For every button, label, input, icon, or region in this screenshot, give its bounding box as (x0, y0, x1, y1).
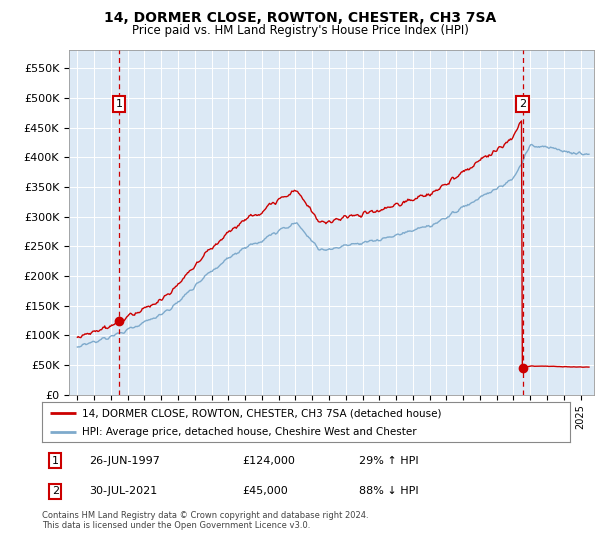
Text: Price paid vs. HM Land Registry's House Price Index (HPI): Price paid vs. HM Land Registry's House … (131, 24, 469, 36)
Text: 2: 2 (52, 486, 59, 496)
Text: £45,000: £45,000 (242, 486, 289, 496)
Text: 29% ↑ HPI: 29% ↑ HPI (359, 456, 418, 466)
Text: 2: 2 (519, 99, 526, 109)
Text: Contains HM Land Registry data © Crown copyright and database right 2024.
This d: Contains HM Land Registry data © Crown c… (42, 511, 368, 530)
Text: 30-JUL-2021: 30-JUL-2021 (89, 486, 158, 496)
Text: £124,000: £124,000 (242, 456, 296, 466)
Text: 1: 1 (116, 99, 122, 109)
Text: 88% ↓ HPI: 88% ↓ HPI (359, 486, 418, 496)
Text: 14, DORMER CLOSE, ROWTON, CHESTER, CH3 7SA: 14, DORMER CLOSE, ROWTON, CHESTER, CH3 7… (104, 11, 496, 25)
Text: HPI: Average price, detached house, Cheshire West and Chester: HPI: Average price, detached house, Ches… (82, 427, 416, 437)
Text: 14, DORMER CLOSE, ROWTON, CHESTER, CH3 7SA (detached house): 14, DORMER CLOSE, ROWTON, CHESTER, CH3 7… (82, 408, 441, 418)
Text: 1: 1 (52, 456, 59, 466)
Text: 26-JUN-1997: 26-JUN-1997 (89, 456, 160, 466)
